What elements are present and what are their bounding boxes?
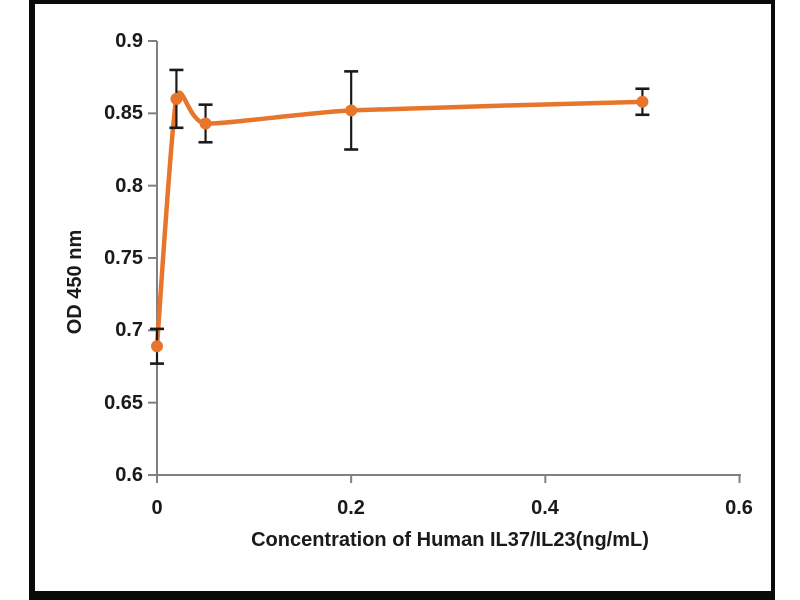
x-tick-label: 0: [151, 497, 163, 519]
chart-frame-border: [29, 0, 775, 600]
series-line: [154, 90, 645, 349]
x-axis-title: Concentration of Human IL37/IL23(ng/mL): [251, 529, 649, 551]
y-tick-label: 0.85: [104, 102, 143, 124]
y-tick-label: 0.9: [115, 30, 143, 52]
y-tick-label: 0.7: [115, 319, 143, 341]
x-tick-label: 0.2: [337, 497, 365, 519]
y-tick-label: 0.6: [115, 464, 143, 486]
data-point-marker: [199, 117, 212, 130]
data-point-marker: [170, 92, 183, 105]
data-point-marker: [345, 104, 358, 117]
y-axis-title: OD 450 nm: [64, 229, 86, 335]
x-tick-label: 0.6: [725, 497, 753, 519]
data-point-marker: [151, 340, 163, 353]
y-tick-label: 0.8: [115, 175, 143, 197]
x-tick-label: 0.4: [531, 497, 559, 519]
y-tick-label: 0.65: [104, 392, 143, 414]
y-tick-label: 0.75: [104, 247, 143, 269]
data-point-marker: [636, 95, 649, 108]
